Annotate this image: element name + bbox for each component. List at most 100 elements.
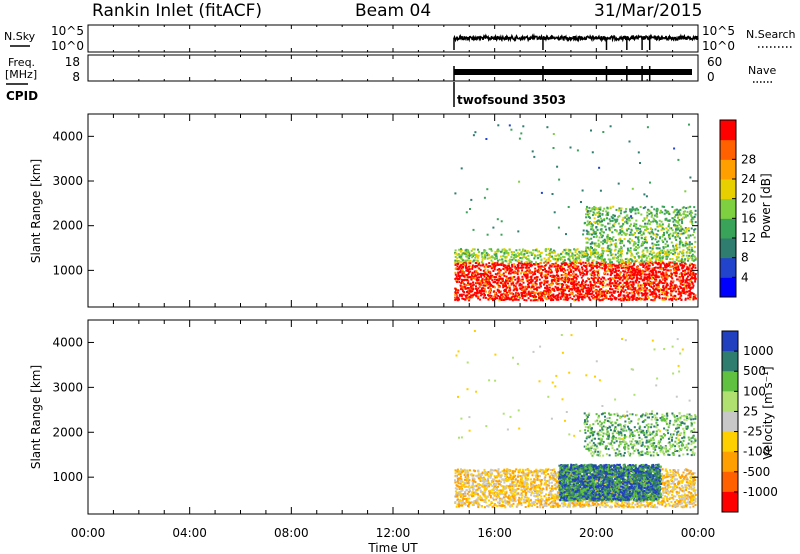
power-data-cell [665, 227, 668, 230]
vel-data-cell [462, 495, 465, 497]
power-data-cell [568, 279, 571, 282]
power-data-cell [602, 131, 605, 133]
power-data-cell [577, 256, 580, 259]
power-data-cell [566, 269, 569, 271]
power-data-cell [657, 225, 660, 228]
vel-data-cell [493, 486, 495, 489]
power-data-cell [627, 278, 629, 281]
power-data-cell [632, 281, 635, 284]
power-data-cell [529, 292, 532, 295]
power-data-cell [533, 277, 536, 280]
power-data-cell [609, 251, 612, 254]
power-data-cell [681, 250, 684, 253]
power-data-cell [600, 258, 603, 261]
power-data-cell [632, 295, 635, 298]
power-data-cell [473, 270, 476, 273]
power-data-cell [684, 273, 686, 276]
power-data-cell [662, 274, 665, 277]
power-data-cell [586, 277, 589, 280]
power-data-cell [653, 285, 656, 288]
power-data-cell [498, 291, 501, 294]
power-data-cell [555, 260, 558, 263]
power-data-cell [690, 280, 693, 282]
power-data-cell [646, 126, 649, 129]
power-data-cell [470, 285, 472, 288]
power-data-cell [558, 292, 561, 295]
vel-data-cell [538, 478, 541, 481]
power-data-cell [461, 253, 464, 256]
power-data-cell [592, 267, 594, 270]
power-data-cell [471, 274, 473, 277]
power-data-cell [504, 290, 507, 292]
power-data-cell [550, 265, 553, 268]
power-data-cell [617, 288, 620, 291]
power-data-cell [541, 276, 544, 279]
vel-data-cell [543, 505, 546, 507]
power-data-cell [514, 253, 517, 256]
power-data-cell [682, 216, 685, 219]
power-data-cell [633, 288, 636, 291]
power-data-cell [592, 229, 595, 232]
power-data-cell [619, 237, 622, 240]
power-data-cell [693, 250, 696, 253]
power-data-cell [663, 291, 666, 294]
power-data-cell [489, 272, 492, 275]
power-data-cell [673, 210, 676, 213]
power-data-cell [539, 282, 542, 285]
power-data-cell [693, 255, 696, 258]
nave-label: Nave [748, 64, 776, 77]
power-data-cell [481, 262, 484, 265]
vel-data-cell [500, 490, 503, 493]
power-data-cell [634, 260, 637, 263]
power-data-cell [602, 280, 605, 283]
power-data-cell [619, 294, 622, 297]
power-data-cell [599, 215, 601, 218]
power-data-cell [665, 252, 668, 255]
power-data-cell [655, 271, 658, 274]
power-data-cell [649, 246, 652, 249]
power-data-cell [641, 298, 644, 301]
vel-data-cell [519, 468, 521, 471]
power-data-cell [582, 274, 585, 277]
power-data-cell [540, 281, 543, 284]
power-data-cell [677, 221, 680, 224]
power-data-cell [654, 259, 657, 262]
vel-data-cell [515, 482, 518, 485]
power-data-cell [466, 251, 469, 254]
power-data-cell [463, 291, 466, 294]
power-data-cell [562, 294, 565, 297]
vel-data-cell [679, 498, 682, 501]
power-data-cell [641, 242, 643, 245]
power-data-cell [460, 260, 463, 263]
power-data-cell [660, 209, 662, 212]
power-data-cell [591, 261, 594, 264]
power-data-cell [593, 212, 596, 215]
power-data-cell [678, 264, 681, 267]
power-data-cell [677, 211, 680, 214]
power-data-cell [631, 274, 634, 276]
power-data-cell [533, 294, 536, 297]
power-data-cell [464, 249, 467, 252]
vel-data-cell [671, 493, 673, 496]
power-data-cell [496, 277, 499, 280]
vel-data-cell [479, 499, 482, 501]
power-data-cell [626, 232, 629, 235]
power-data-cell [609, 268, 612, 271]
power-data-cell [689, 293, 692, 296]
power-data-cell [694, 228, 697, 231]
power-data-cell [691, 222, 694, 225]
power-data-cell [606, 217, 608, 220]
power-data-cell [585, 246, 588, 249]
power-data-cell [460, 293, 463, 296]
power-data-cell [634, 232, 637, 234]
power-data-cell [586, 237, 589, 240]
power-data-cell [631, 254, 634, 257]
power-data-cell [617, 261, 620, 264]
power-data-cell [503, 296, 506, 299]
power-data-cell [561, 283, 564, 286]
power-data-cell [573, 276, 576, 279]
power-data-cell [657, 290, 660, 293]
power-data-cell [658, 223, 661, 226]
power-data-cell [683, 264, 686, 267]
power-data-cell [504, 264, 507, 267]
